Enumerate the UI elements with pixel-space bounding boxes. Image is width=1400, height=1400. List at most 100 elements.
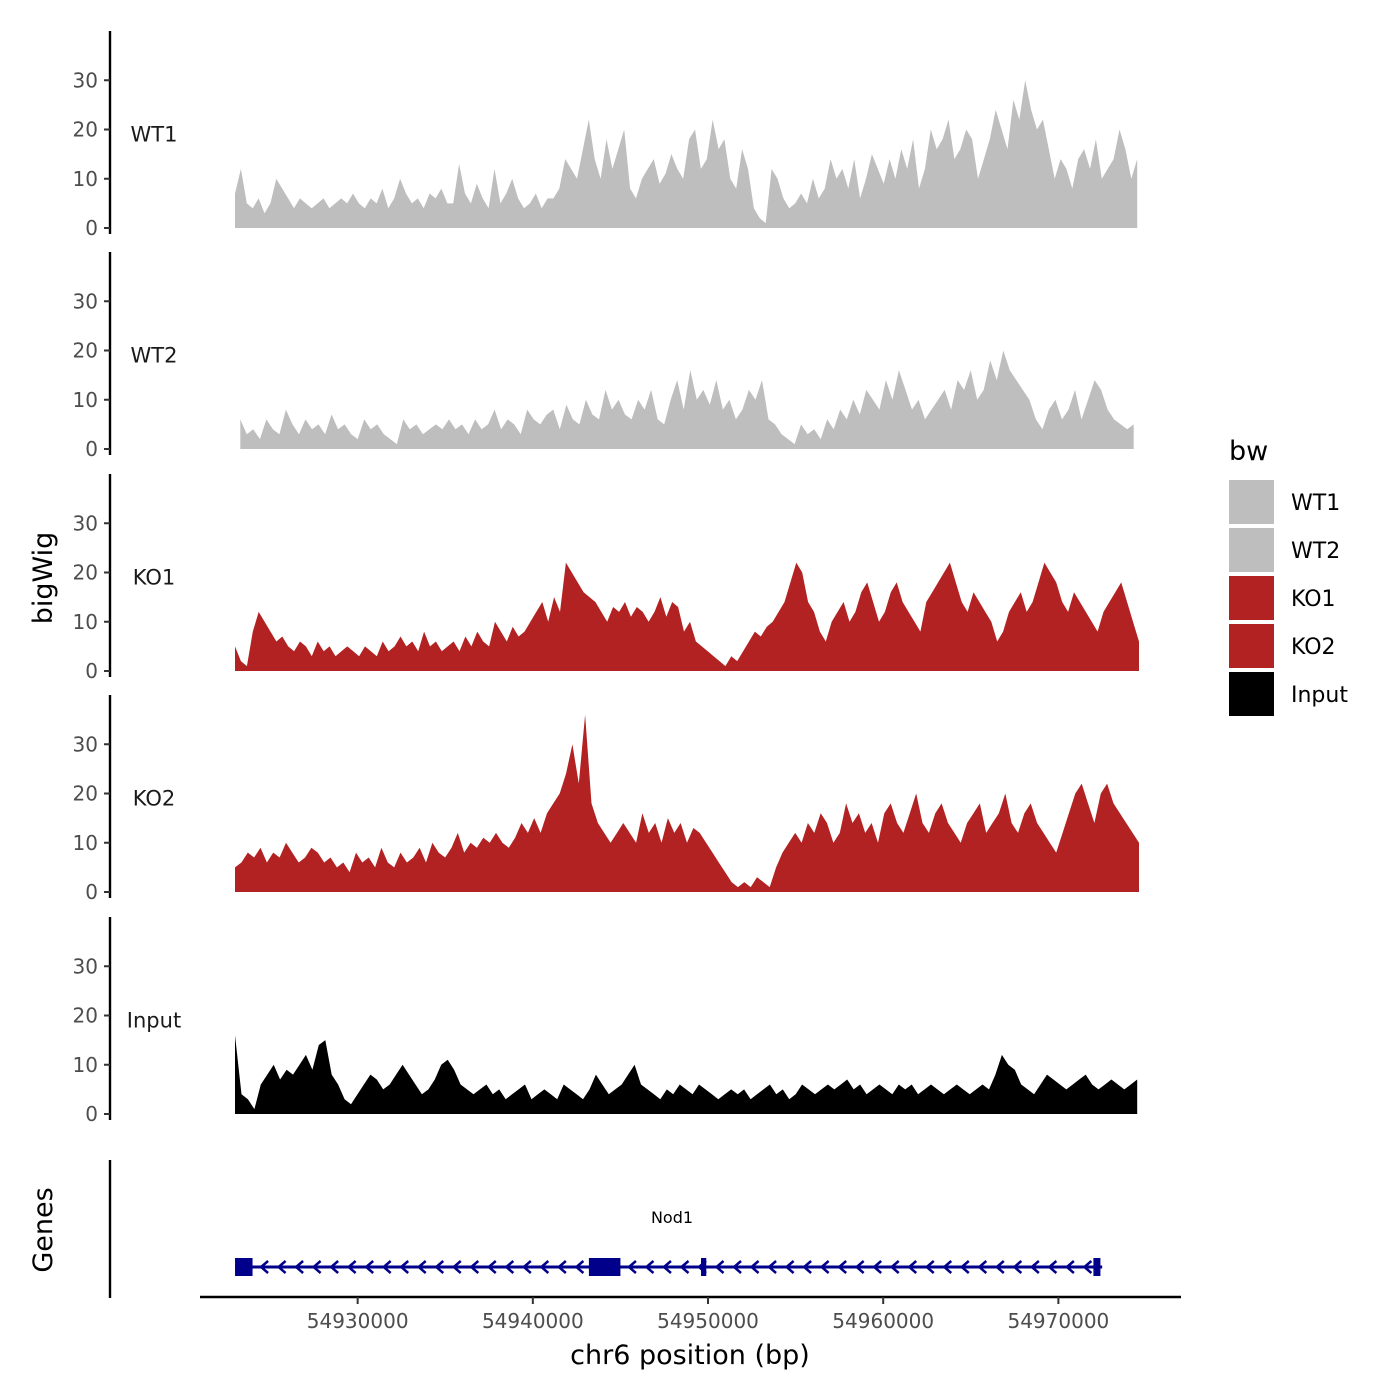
coverage-area-ko2 [235,714,1139,892]
track-wt1: 0 10 20 30 WT1 [73,31,1138,240]
strand-arrow [802,1260,812,1274]
coverage-area-input [235,1035,1138,1114]
y-tick-label: 20 [73,339,98,363]
coverage-area-wt1 [235,80,1138,228]
y-tick-label: 0 [85,437,98,461]
strand-arrow [837,1260,847,1274]
track-label: WT1 [131,123,178,147]
y-tick-label: 30 [73,732,98,756]
strand-arrow [977,1260,988,1274]
strand-arrow [329,1260,339,1274]
legend-key-wt1 [1229,480,1274,524]
strand-arrow [364,1260,374,1274]
track-label: KO1 [133,566,176,590]
y-tick-label: 20 [73,782,98,806]
x-tick-label: 54940000 [482,1309,584,1333]
strand-arrow [767,1260,777,1274]
track-ko1: 0 10 20 30 KO1 [73,474,1139,683]
strand-arrow [521,1260,532,1274]
strand-arrow [749,1260,760,1274]
y-tick-label: 0 [85,216,98,240]
strand-arrow [259,1260,269,1274]
track-label: KO2 [133,787,176,811]
strand-arrow [1064,1260,1075,1274]
strand-arrow [662,1260,672,1274]
track-input: 0 10 20 30 Input [73,917,1138,1126]
gene-track [108,1160,1103,1298]
x-tick-label: 54930000 [307,1309,409,1333]
legend-key-input [1229,672,1274,716]
strand-arrow [311,1260,322,1274]
strand-arrow [556,1260,567,1274]
y-tick-label: 30 [73,954,98,978]
strand-arrow [889,1260,900,1274]
strand-arrow [854,1260,865,1274]
gene-label: Nod1 [651,1208,693,1227]
coverage-area-wt2 [240,350,1134,449]
strand-arrow [644,1260,655,1274]
strand-arrow [399,1260,410,1274]
y-tick-label: 10 [73,1053,98,1077]
y-tick-label: 30 [73,511,98,535]
x-axis: 54930000 54940000 54950000 54960000 54970000 [200,1295,1181,1333]
legend: bw WT1 WT2 KO1 KO2 Input [1229,436,1348,716]
strand-arrow [451,1260,462,1274]
strand-arrow [381,1260,392,1274]
y-tick-label: 10 [73,167,98,191]
strand-arrow [1047,1260,1058,1274]
strand-arrow [994,1260,1005,1274]
track-wt2: 0 10 20 30 WT2 [73,252,1134,461]
y-tick-label: 10 [73,831,98,855]
y-tick-label: 20 [73,1004,98,1028]
strand-arrow [924,1260,935,1274]
y-tick-label: 10 [73,388,98,412]
legend-label: WT2 [1291,539,1340,564]
strand-arrow [504,1260,515,1274]
gene-track-title: Genes [28,1187,59,1272]
y-axis-title: bigWig [28,532,59,625]
strand-arrow [942,1260,953,1274]
strand-arrow [679,1260,690,1274]
legend-label: WT1 [1291,491,1340,516]
legend-title: bw [1229,436,1268,467]
y-tick-label: 20 [73,561,98,585]
coverage-area-ko1 [235,562,1139,671]
legend-label: KO1 [1291,587,1336,612]
strand-arrow [346,1260,357,1274]
y-tick-label: 0 [85,1102,98,1126]
gene-exon [1093,1258,1101,1276]
strand-arrow [294,1260,304,1274]
track-label: WT2 [131,344,178,368]
gene-exon [701,1258,707,1276]
y-tick-label: 10 [73,610,98,634]
strand-arrow [627,1260,637,1274]
y-tick-label: 20 [73,118,98,142]
strand-arrow [819,1260,830,1274]
legend-key-ko2 [1229,624,1274,668]
strand-arrow [732,1260,742,1274]
legend-label: Input [1291,683,1348,708]
coverage-tracks: 0 10 20 30 WT1 0 10 20 30 WT2 0 10 20 30 KO1 0 10 20 30 KO2… [73,31,1139,1126]
strand-arrow [714,1260,725,1274]
strand-arrow [872,1260,883,1274]
legend-key-ko1 [1229,576,1274,620]
gene-exon [588,1258,621,1276]
legend-label: KO2 [1291,635,1336,660]
y-tick-label: 0 [85,880,98,904]
x-tick-label: 54950000 [657,1309,759,1333]
y-tick-label: 0 [85,659,98,683]
legend-key-wt2 [1229,528,1274,572]
y-tick-label: 30 [73,289,98,313]
strand-arrow [959,1260,970,1274]
strand-arrow [1029,1260,1040,1274]
strand-arrow [1082,1260,1093,1274]
x-tick-label: 54960000 [832,1309,934,1333]
track-label: Input [127,1009,181,1033]
strand-arrow [276,1260,287,1274]
x-axis-title: chr6 position (bp) [570,1340,810,1371]
strand-arrow [434,1260,445,1274]
strand-arrow [469,1260,480,1274]
strand-arrow [539,1260,550,1274]
strand-arrow [1012,1260,1023,1274]
